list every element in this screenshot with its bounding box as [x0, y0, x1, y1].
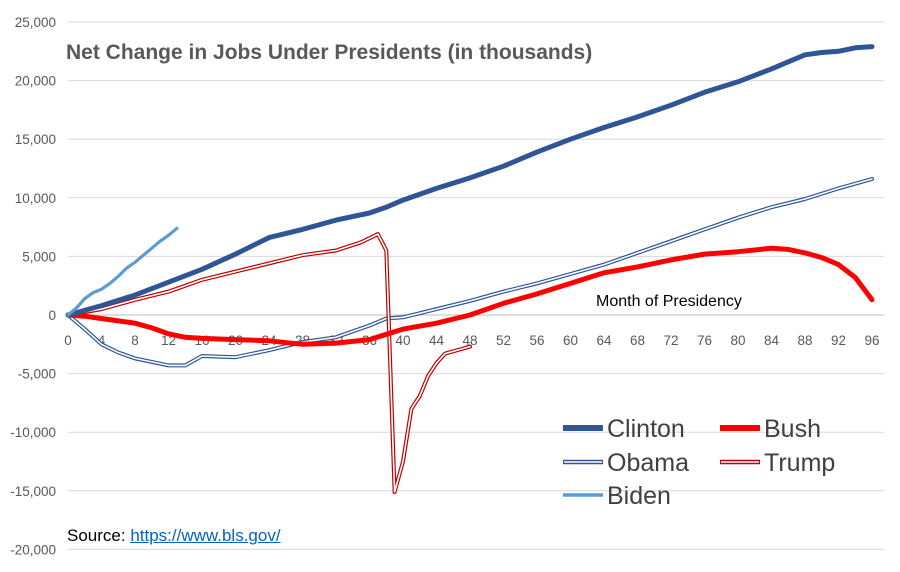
legend-item-clinton: Clinton — [563, 415, 685, 443]
y-tick-label: -10,000 — [10, 425, 56, 440]
x-tick-label: 56 — [529, 333, 544, 348]
series-trump-inner-stroke — [67, 233, 471, 493]
legend-item-biden: Biden — [563, 482, 671, 510]
y-tick-label: 0 — [48, 308, 56, 323]
x-tick-label: 92 — [831, 333, 846, 348]
series-obama-inner-stroke — [67, 178, 873, 367]
x-tick-label: 52 — [496, 333, 511, 348]
legend-item-trump: Trump — [720, 449, 835, 477]
x-tick-label: 88 — [797, 333, 812, 348]
x-tick-label: 4 — [98, 333, 106, 348]
series-trump-outer-stroke — [66, 232, 472, 494]
x-tick-label: 40 — [395, 333, 410, 348]
month-of-presidency-annotation: Month of Presidency — [596, 293, 742, 310]
x-tick-label: 0 — [64, 333, 72, 348]
series-bush-line — [65, 245, 875, 347]
y-tick-label: 5,000 — [22, 249, 56, 264]
y-axis-tick-labels: -20,000 -15,000 -10,000 -5,000 0 5,000 10,000 1… — [10, 15, 56, 557]
series-biden-line — [66, 226, 179, 317]
y-tick-label: 20,000 — [15, 74, 56, 89]
series-lines — [65, 44, 875, 494]
x-tick-label: 48 — [462, 333, 477, 348]
y-tick-label: 15,000 — [15, 132, 56, 147]
y-tick-label: -5,000 — [18, 367, 56, 382]
x-tick-label: 76 — [697, 333, 712, 348]
y-tick-label: 25,000 — [15, 15, 56, 30]
legend-label-biden: Biden — [607, 482, 671, 510]
x-tick-label: 64 — [596, 333, 612, 348]
x-tick-label: 68 — [630, 333, 645, 348]
legend-item-bush: Bush — [720, 415, 821, 443]
source-label: Source: — [67, 526, 126, 545]
x-tick-label: 60 — [563, 333, 578, 348]
source-line: Source: https://www.bls.gov/ — [67, 526, 281, 546]
legend-label-clinton: Clinton — [607, 415, 685, 443]
y-tick-label: 10,000 — [15, 191, 56, 206]
y-tick-label: -15,000 — [10, 484, 56, 499]
legend-label-obama: Obama — [607, 449, 689, 477]
x-tick-label: 84 — [764, 333, 780, 348]
x-tick-label: 8 — [131, 333, 139, 348]
series-clinton-line — [65, 44, 875, 318]
series-trump-line — [66, 232, 472, 494]
y-tick-label: -20,000 — [10, 542, 56, 557]
x-axis: 0 4 8 12 16 20 24 28 32 36 40 44 48 52 56 60 64 68 72 76 80 8… — [64, 314, 884, 348]
x-tick-label: 72 — [663, 333, 678, 348]
legend-label-trump: Trump — [764, 449, 835, 477]
x-tick-label: 96 — [864, 333, 879, 348]
legend-item-obama: Obama — [563, 449, 689, 477]
source-link[interactable]: https://www.bls.gov/ — [130, 526, 281, 545]
series-obama-line — [66, 177, 874, 368]
legend: Clinton Bush Obama Trump Biden — [563, 415, 835, 510]
gridlines — [68, 21, 884, 550]
x-tick-label: 44 — [429, 333, 445, 348]
x-tick-label: 80 — [730, 333, 745, 348]
legend-label-bush: Bush — [764, 415, 821, 443]
chart-title: Net Change in Jobs Under Presidents (in … — [66, 41, 592, 64]
